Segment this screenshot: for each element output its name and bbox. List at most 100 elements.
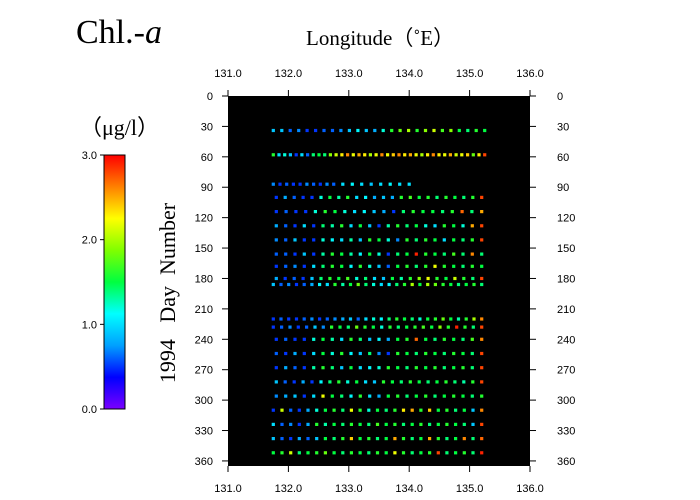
- data-point: [287, 317, 291, 321]
- data-point: [396, 337, 400, 341]
- data-point: [390, 380, 394, 384]
- data-point: [426, 380, 430, 384]
- data-point: [393, 422, 397, 426]
- data-point: [433, 252, 437, 256]
- data-point: [386, 366, 390, 370]
- data-point: [387, 317, 391, 321]
- data-point: [393, 451, 397, 455]
- data-point: [401, 451, 406, 455]
- data-point: [421, 210, 425, 214]
- data-point: [325, 317, 329, 321]
- x-axis-label: Longitude（˚E）: [306, 26, 455, 50]
- data-point: [364, 128, 368, 133]
- data-point: [466, 128, 470, 133]
- data-point: [413, 325, 417, 329]
- data-point: [449, 128, 453, 133]
- data-point: [339, 128, 343, 133]
- data-point: [414, 238, 418, 242]
- data-point: [355, 276, 359, 281]
- data-point: [284, 238, 288, 242]
- data-point: [444, 195, 448, 199]
- colorbar: [103, 154, 126, 410]
- data-point: [363, 325, 367, 329]
- data-point: [312, 182, 316, 186]
- data-point: [347, 128, 351, 133]
- data-point: [292, 195, 296, 199]
- data-point: [442, 224, 446, 228]
- data-point: [441, 317, 445, 321]
- data-point: [358, 408, 362, 412]
- data-point: [471, 408, 475, 412]
- x-tick-label-bottom: 132.0: [275, 483, 303, 495]
- data-point: [355, 325, 359, 329]
- data-point: [428, 422, 432, 426]
- data-point: [446, 325, 450, 329]
- data-point: [289, 408, 293, 412]
- y-tick-label-left: 60: [201, 152, 213, 164]
- data-point: [284, 224, 288, 228]
- data-point: [319, 276, 323, 281]
- data-point: [456, 282, 461, 287]
- data-point: [356, 317, 360, 321]
- data-point: [300, 153, 304, 157]
- data-point: [301, 276, 305, 281]
- data-point: [318, 182, 322, 186]
- data-point: [293, 238, 297, 242]
- data-point: [297, 437, 301, 441]
- data-point: [377, 264, 381, 268]
- data-point: [405, 351, 409, 356]
- data-point: [274, 351, 278, 356]
- data-point: [461, 238, 465, 242]
- data-point: [480, 210, 484, 214]
- data-point: [384, 422, 388, 426]
- data-point: [408, 380, 412, 384]
- data-point: [371, 325, 375, 329]
- data-point: [334, 153, 338, 157]
- data-point: [271, 282, 275, 287]
- data-point: [419, 451, 423, 455]
- data-point: [462, 451, 466, 455]
- data-point: [470, 351, 474, 356]
- data-point: [330, 238, 334, 242]
- data-point: [450, 210, 454, 214]
- data-points: [271, 128, 487, 455]
- data-point: [356, 282, 360, 287]
- data-point: [471, 451, 475, 455]
- data-point: [480, 408, 484, 412]
- x-tick-label-bottom: 131.0: [214, 483, 242, 495]
- data-point: [271, 451, 275, 455]
- data-point: [480, 252, 484, 256]
- data-point: [302, 351, 306, 356]
- data-point: [402, 317, 407, 321]
- data-point: [287, 282, 291, 287]
- data-point: [358, 351, 362, 356]
- data-point: [368, 394, 372, 398]
- data-point: [280, 422, 284, 426]
- data-point: [480, 437, 484, 441]
- data-point: [340, 351, 344, 356]
- colorbar-tick-label: 3.0: [82, 150, 97, 162]
- y-tick-label-right: 180: [557, 273, 575, 285]
- data-point: [415, 128, 419, 133]
- data-point: [333, 210, 337, 214]
- data-point: [321, 238, 325, 242]
- y-tick-label-right: 300: [557, 395, 575, 407]
- data-point: [424, 238, 428, 242]
- data-point: [302, 317, 306, 321]
- data-point: [372, 317, 376, 321]
- data-point: [444, 276, 448, 281]
- y-tick-label-right: 90: [557, 182, 569, 194]
- data-point: [289, 451, 293, 455]
- data-point: [414, 366, 418, 370]
- data-point: [407, 128, 411, 133]
- data-point: [375, 408, 380, 412]
- data-point: [454, 422, 458, 426]
- data-point: [349, 238, 353, 242]
- data-point: [274, 264, 278, 268]
- x-tick-label-top: 135.0: [456, 68, 484, 80]
- data-point: [315, 408, 319, 412]
- data-point: [398, 128, 402, 133]
- data-point: [461, 224, 465, 228]
- data-point: [395, 317, 399, 321]
